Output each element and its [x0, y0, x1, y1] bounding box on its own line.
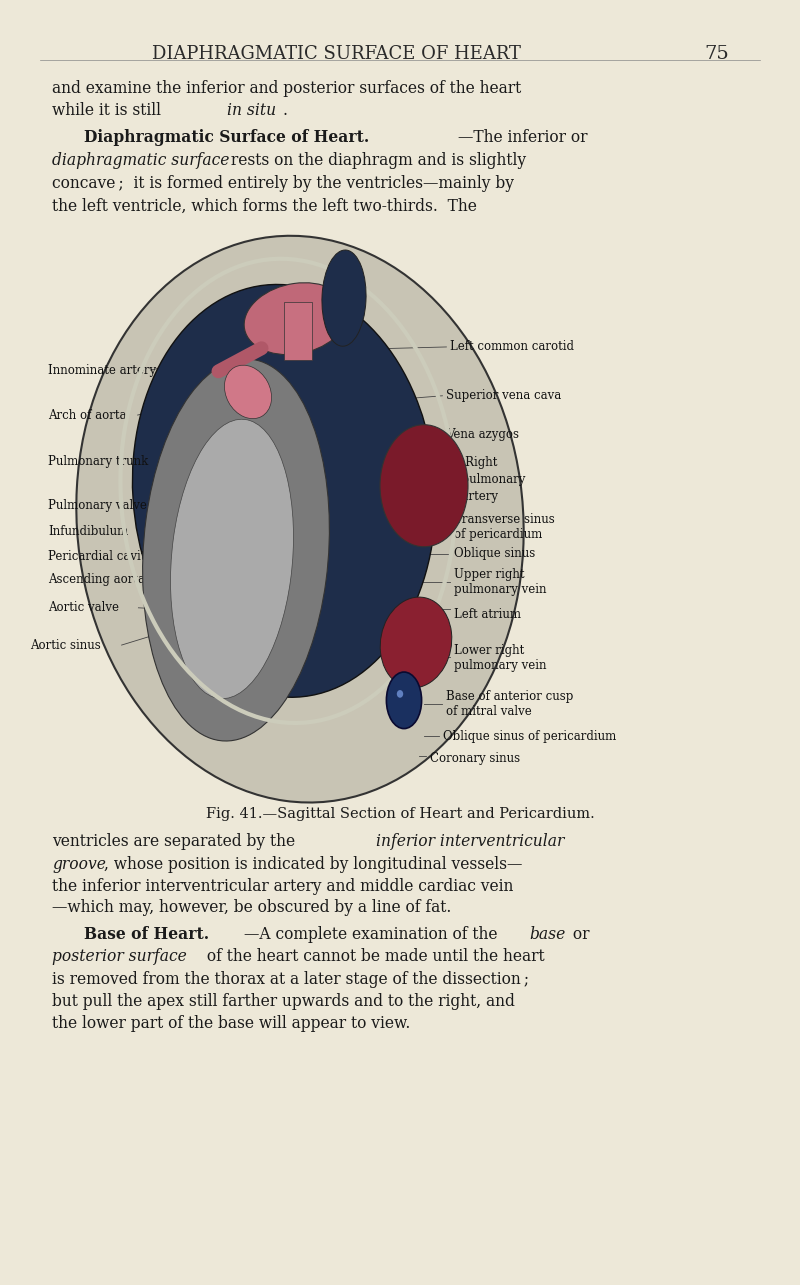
Text: Ascending aorta: Ascending aorta [48, 573, 145, 586]
Text: —A complete examination of the: —A complete examination of the [244, 926, 502, 943]
Ellipse shape [397, 690, 403, 698]
Text: Aortic sinus: Aortic sinus [30, 639, 101, 651]
Text: rests on the diaphragm and is slightly: rests on the diaphragm and is slightly [226, 152, 526, 168]
Text: concave ;  it is formed entirely by the ventricles—mainly by: concave ; it is formed entirely by the v… [52, 175, 514, 191]
Text: Aortic valve: Aortic valve [48, 601, 119, 614]
Ellipse shape [142, 359, 330, 741]
Ellipse shape [225, 365, 271, 419]
Text: the left ventricle, which forms the left two-thirds.  The: the left ventricle, which forms the left… [52, 198, 477, 215]
Text: ventricles are separated by the: ventricles are separated by the [52, 833, 300, 849]
Text: Infundibulum: Infundibulum [48, 526, 128, 538]
Text: is removed from the thorax at a later stage of the dissection ;: is removed from the thorax at a later st… [52, 971, 529, 988]
Text: of pericardium: of pericardium [454, 528, 542, 541]
Text: —The inferior or: —The inferior or [458, 128, 587, 145]
Text: Left atrium: Left atrium [454, 608, 522, 621]
Text: pulmonary: pulmonary [454, 473, 526, 486]
Text: Coronary sinus: Coronary sinus [430, 752, 521, 765]
Text: Transverse sinus: Transverse sinus [454, 513, 555, 526]
Text: Upper right: Upper right [454, 568, 525, 581]
Text: while it is still: while it is still [52, 102, 166, 118]
Text: and examine the inferior and posterior surfaces of the heart: and examine the inferior and posterior s… [52, 80, 522, 96]
Text: in situ: in situ [227, 102, 276, 118]
Text: } Right: } Right [454, 456, 498, 469]
Text: pulmonary vein: pulmonary vein [454, 583, 547, 596]
Ellipse shape [380, 598, 452, 687]
Ellipse shape [244, 283, 348, 355]
Text: Superior vena cava: Superior vena cava [446, 389, 562, 402]
Text: diaphragmatic surface: diaphragmatic surface [52, 152, 230, 168]
Text: Innominate artery: Innominate artery [48, 364, 156, 377]
Text: pulmonary vein: pulmonary vein [454, 659, 547, 672]
FancyArrowPatch shape [218, 348, 262, 371]
Text: Diaphragmatic Surface of Heart.: Diaphragmatic Surface of Heart. [84, 128, 370, 145]
Ellipse shape [380, 424, 468, 547]
Text: Oblique sinus: Oblique sinus [454, 547, 536, 560]
Text: of mitral valve: of mitral valve [446, 705, 532, 718]
Text: Base of Heart.: Base of Heart. [84, 926, 209, 943]
Text: or: or [568, 926, 590, 943]
Text: Fig. 41.—Sagittal Section of Heart and Pericardium.: Fig. 41.—Sagittal Section of Heart and P… [206, 807, 594, 821]
Ellipse shape [76, 235, 524, 803]
Text: of the heart cannot be made until the heart: of the heart cannot be made until the he… [202, 948, 544, 965]
Ellipse shape [133, 284, 435, 698]
Text: .: . [282, 102, 287, 118]
Circle shape [386, 672, 422, 729]
Text: Pericardial cavity: Pericardial cavity [48, 550, 152, 563]
Text: base: base [530, 926, 566, 943]
Text: posterior surface: posterior surface [52, 948, 186, 965]
Text: —which may, however, be obscured by a line of fat.: —which may, however, be obscured by a li… [52, 899, 451, 916]
Text: Left common carotid: Left common carotid [450, 341, 574, 353]
Bar [284, 302, 312, 360]
Text: but pull the apex still farther upwards and to the right, and: but pull the apex still farther upwards … [52, 993, 515, 1010]
Text: artery: artery [454, 490, 498, 502]
Text: , whose position is indicated by longitudinal vessels—: , whose position is indicated by longitu… [104, 856, 522, 873]
Text: groove: groove [52, 856, 106, 873]
Text: Pulmonary trunk: Pulmonary trunk [48, 455, 148, 468]
Ellipse shape [170, 419, 294, 699]
Text: the inferior interventricular artery and middle cardiac vein: the inferior interventricular artery and… [52, 878, 514, 894]
Text: 75: 75 [704, 45, 729, 63]
Text: DIAPHRAGMATIC SURFACE OF HEART: DIAPHRAGMATIC SURFACE OF HEART [151, 45, 521, 63]
Text: Vena azygos: Vena azygos [446, 428, 519, 441]
Text: the lower part of the base will appear to view.: the lower part of the base will appear t… [52, 1015, 410, 1032]
Text: inferior interventricular: inferior interventricular [376, 833, 564, 849]
Text: Arch of aorta: Arch of aorta [48, 409, 126, 421]
Text: Lower right: Lower right [454, 644, 525, 657]
Text: Base of anterior cusp: Base of anterior cusp [446, 690, 574, 703]
Text: Oblique sinus of pericardium: Oblique sinus of pericardium [443, 730, 617, 743]
Ellipse shape [322, 251, 366, 346]
Text: Pulmonary valve: Pulmonary valve [48, 499, 147, 511]
